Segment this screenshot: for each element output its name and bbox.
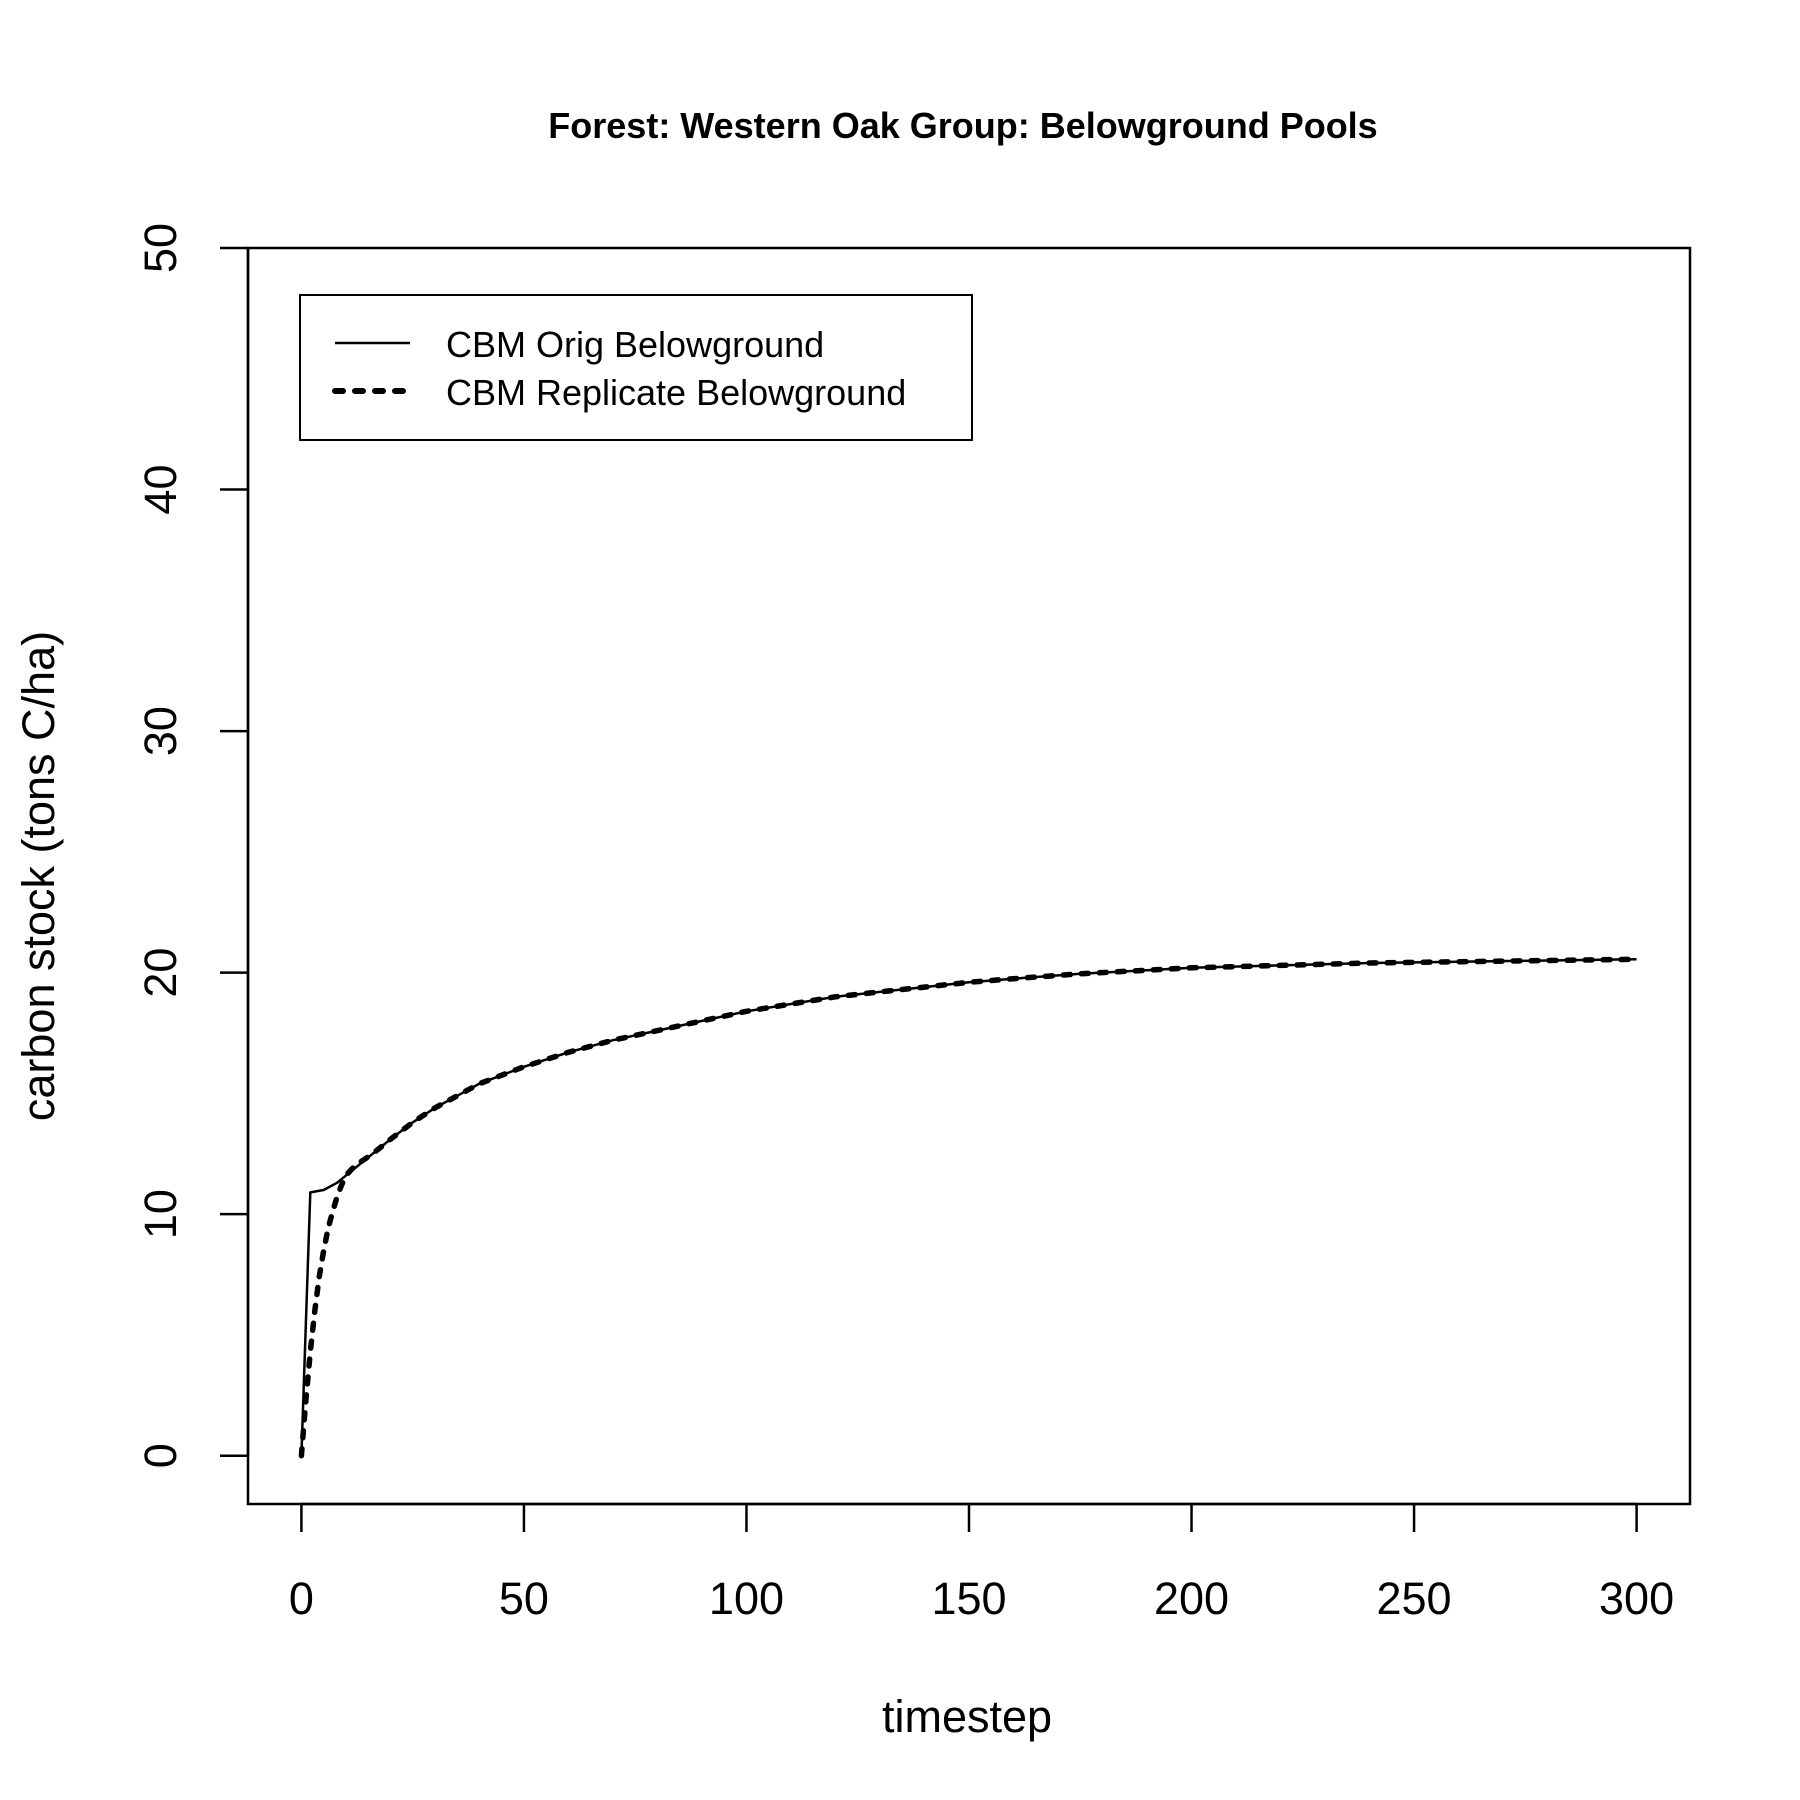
y-tick-label: 10 [135,1189,186,1239]
y-tick-label: 40 [135,465,186,515]
x-tick-label: 0 [289,1573,314,1624]
x-tick-label: 300 [1599,1573,1674,1624]
series-line [298,956,1640,1459]
legend: CBM Orig Belowground CBM Replicate Below… [299,294,973,441]
x-tick-label: 100 [709,1573,784,1624]
x-tick-label: 150 [931,1573,1006,1624]
series-line [300,958,1637,1456]
y-axis-label: carbon stock (tons C/ha) [13,631,64,1121]
legend-box [299,294,973,441]
chart-title: Forest: Western Oak Group: Belowground P… [548,105,1377,146]
y-tick-label: 50 [135,223,186,273]
x-axis-label: timestep [882,1691,1052,1742]
y-tick-label: 20 [135,948,186,998]
legend-label: CBM Orig Belowground [446,324,824,365]
y-axis: 0 10 20 30 40 50 [135,223,250,1468]
y-tick-label: 0 [135,1443,186,1468]
legend-label: CBM Replicate Belowground [446,372,906,413]
y-tick-label: 30 [135,706,186,756]
series-layer [298,956,1640,1459]
x-axis: 0 50 100 150 200 250 300 [289,1502,1674,1624]
x-tick-label: 250 [1377,1573,1452,1624]
x-tick-label: 200 [1154,1573,1229,1624]
x-tick-label: 50 [499,1573,549,1624]
